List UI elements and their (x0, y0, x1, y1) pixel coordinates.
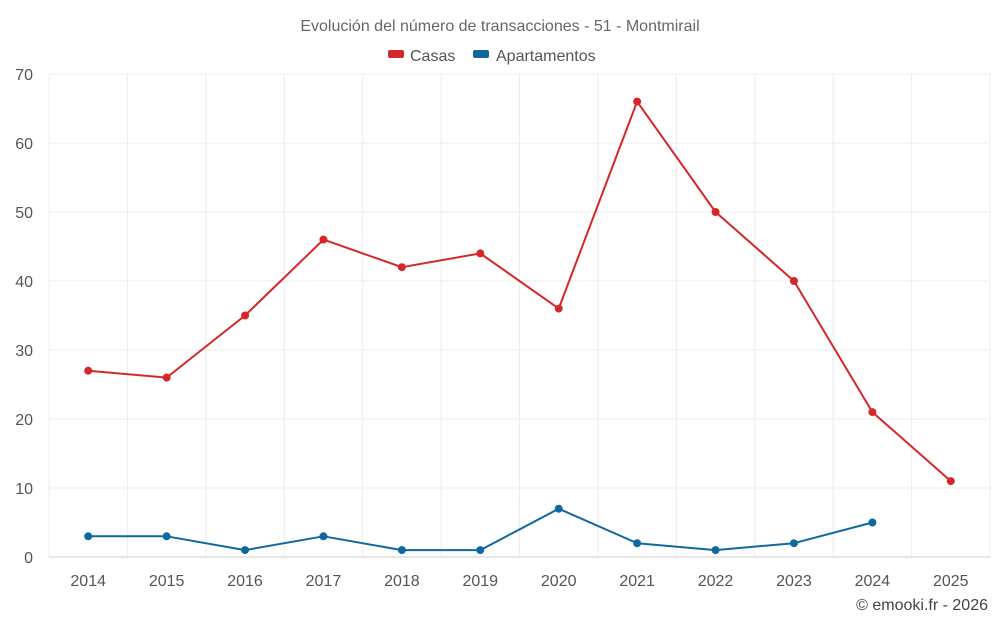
series-lines (84, 97, 955, 555)
x-tick-label: 2022 (698, 573, 734, 590)
data-point-apartamentos[interactable] (241, 546, 250, 555)
y-tick-label: 40 (15, 274, 33, 291)
x-tick-label: 2016 (227, 573, 263, 590)
data-point-apartamentos[interactable] (633, 539, 642, 548)
data-point-casas[interactable] (868, 408, 877, 417)
data-point-casas[interactable] (162, 373, 171, 382)
x-tick-label: 2025 (933, 573, 969, 590)
legend: Casas Apartamentos (388, 48, 596, 65)
gridlines (48, 73, 991, 558)
y-tick-label: 70 (15, 67, 33, 84)
y-tick-label: 20 (15, 412, 33, 429)
data-point-casas[interactable] (84, 366, 93, 375)
credit-text: © emooki.fr - 2026 (856, 597, 988, 614)
data-point-casas[interactable] (397, 263, 406, 272)
chart-title: Evolución del número de transacciones - … (300, 18, 699, 35)
legend-label-casas[interactable]: Casas (410, 48, 455, 65)
x-tick-label: 2023 (776, 573, 812, 590)
x-tick-label: 2018 (384, 573, 420, 590)
data-point-apartamentos[interactable] (397, 546, 406, 555)
data-point-casas[interactable] (633, 97, 642, 106)
series-line-casas (88, 100, 952, 482)
x-tick-label: 2017 (306, 573, 342, 590)
y-tick-label: 10 (15, 481, 33, 498)
y-tick-label: 50 (15, 205, 33, 222)
legend-label-apartamentos[interactable]: Apartamentos (496, 48, 596, 65)
x-axis-ticks: 2014 2015 2016 2017 2018 2019 2020 2021 2022 2023… (70, 573, 968, 590)
x-tick-label: 2020 (541, 573, 577, 590)
y-tick-label: 0 (24, 550, 33, 567)
data-point-casas[interactable] (476, 249, 485, 258)
legend-swatch-casas[interactable] (388, 50, 404, 58)
data-point-apartamentos[interactable] (84, 532, 93, 541)
data-point-apartamentos[interactable] (162, 532, 171, 541)
x-tick-label: 2015 (149, 573, 185, 590)
data-point-casas[interactable] (241, 311, 250, 320)
data-point-casas[interactable] (319, 235, 328, 244)
data-point-apartamentos[interactable] (868, 518, 877, 527)
data-point-apartamentos[interactable] (554, 504, 563, 513)
data-point-casas[interactable] (554, 304, 563, 313)
y-tick-label: 60 (15, 136, 33, 153)
y-axis-ticks: 0 10 20 30 40 50 60 70 (15, 67, 33, 567)
data-point-casas[interactable] (789, 277, 798, 285)
x-tick-label: 2019 (462, 573, 498, 590)
x-tick-label: 2021 (619, 573, 655, 590)
data-point-apartamentos[interactable] (789, 539, 798, 548)
data-point-apartamentos[interactable] (711, 546, 720, 555)
legend-swatch-apartamentos[interactable] (473, 50, 489, 58)
data-point-apartamentos[interactable] (476, 546, 485, 555)
data-point-casas[interactable] (711, 208, 720, 216)
x-tick-label: 2014 (70, 573, 106, 590)
data-point-apartamentos[interactable] (319, 532, 328, 541)
y-tick-label: 30 (15, 343, 33, 360)
x-tick-label: 2024 (855, 573, 891, 590)
data-point-casas[interactable] (946, 477, 955, 486)
